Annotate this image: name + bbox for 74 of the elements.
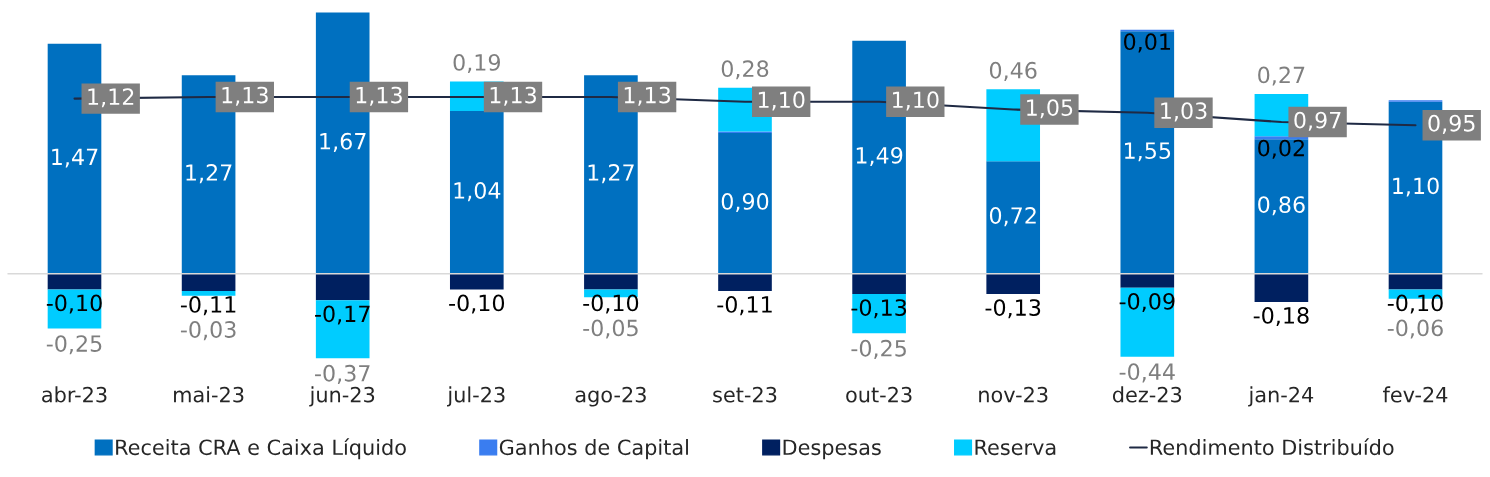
bar <box>986 273 1041 295</box>
legend-label: Despesas <box>783 439 881 460</box>
data-label: 0,95 <box>1428 114 1475 134</box>
bar <box>181 290 236 296</box>
data-label: -0,25 <box>851 339 906 359</box>
x-tick-label: jun-23 <box>309 386 375 407</box>
data-label: -0,10 <box>449 294 505 314</box>
bar <box>1254 139 1309 274</box>
data-label: -0,05 <box>583 319 638 339</box>
data-label: -0,18 <box>1253 307 1309 327</box>
x-tick-label: jul-23 <box>447 386 505 407</box>
bar <box>718 273 772 291</box>
x-tick-label: fev-24 <box>1383 386 1448 403</box>
bar <box>718 133 772 274</box>
data-label: -0,10 <box>583 294 639 314</box>
bar <box>584 273 638 290</box>
x-tick-label: mai-23 <box>174 386 244 403</box>
data-label: 1,10 <box>893 91 939 111</box>
data-label: 0,72 <box>989 207 1036 227</box>
data-label: -0,37 <box>315 364 370 384</box>
bar <box>1388 273 1443 290</box>
data-label: 1,05 <box>1027 99 1073 119</box>
data-label: -0,11 <box>717 296 772 316</box>
data-label: 1,49 <box>856 146 903 166</box>
data-label: 1,03 <box>1161 102 1207 122</box>
data-label: 1,10 <box>758 91 805 111</box>
bar <box>449 111 504 274</box>
data-label: 0,02 <box>1258 139 1304 159</box>
data-label: 1,47 <box>52 148 98 168</box>
legend-label: Receita CRA e Caixa Líquido <box>116 438 406 460</box>
data-label: -0,06 <box>1387 319 1443 339</box>
data-label: -0,11 <box>180 296 236 316</box>
data-label: -0,44 <box>1119 363 1175 383</box>
bar <box>315 273 370 301</box>
data-label: 0,28 <box>721 60 769 80</box>
data-label: 1,13 <box>490 86 536 106</box>
legend-label: Reserva <box>975 439 1056 456</box>
data-label: 1,10 <box>1393 177 1439 197</box>
data-label: 1,67 <box>320 132 366 152</box>
data-label: 1,04 <box>454 182 501 202</box>
data-label: 0,97 <box>1294 111 1341 131</box>
data-label: 1,55 <box>1125 142 1171 162</box>
data-label: 0,01 <box>1124 33 1170 53</box>
x-tick-label: set-23 <box>713 386 777 403</box>
data-label: -0,03 <box>180 321 236 341</box>
data-label: 1,12 <box>88 88 134 108</box>
legend-label: Ganhos de Capital <box>499 439 688 460</box>
bar <box>181 273 236 291</box>
x-tick-label: dez-23 <box>1112 386 1182 403</box>
data-label: 0,27 <box>1258 66 1305 86</box>
x-tick-label: ago-23 <box>575 386 646 407</box>
x-tick-label: jan-24 <box>1248 386 1314 407</box>
data-label: 1,13 <box>356 86 402 106</box>
bar <box>47 273 102 290</box>
data-label: 1,13 <box>222 86 268 106</box>
bar <box>1120 273 1175 288</box>
x-tick-label: abr-23 <box>42 386 107 403</box>
bar <box>1254 273 1309 302</box>
bar <box>986 161 1041 274</box>
data-label: 1,27 <box>186 164 232 184</box>
data-label: -0,13 <box>985 299 1041 319</box>
data-label: 1,27 <box>588 164 634 184</box>
data-label: 0,19 <box>453 54 500 74</box>
data-label: 0,86 <box>1258 196 1305 216</box>
data-label: 1,13 <box>624 86 671 106</box>
data-label: 0,90 <box>721 193 769 213</box>
x-tick-label: out-23 <box>846 386 912 403</box>
data-label: -0,25 <box>46 335 102 355</box>
data-label: -0,10 <box>1387 294 1443 314</box>
legend-label: Rendimento Distribuído <box>1150 438 1394 456</box>
bar <box>449 273 504 290</box>
x-tick-label: nov-23 <box>979 386 1048 403</box>
bar <box>852 273 906 295</box>
data-label: 0,46 <box>989 61 1037 81</box>
